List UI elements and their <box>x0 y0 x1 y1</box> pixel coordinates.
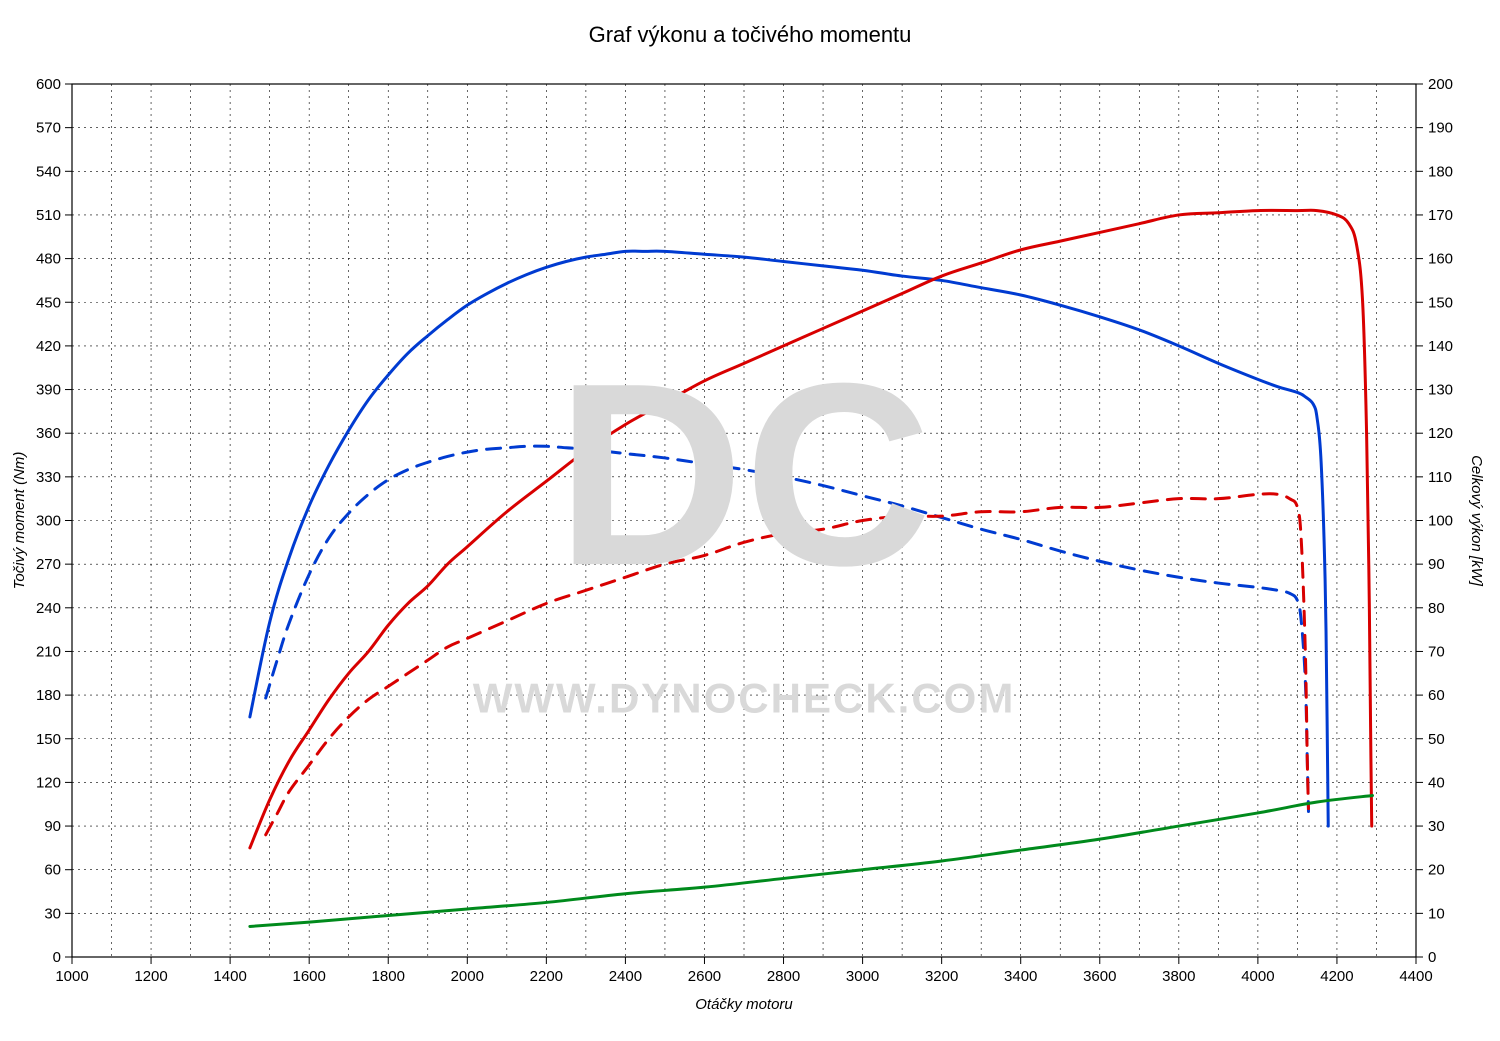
x-tick-label: 2000 <box>451 968 484 985</box>
x-tick-label: 1600 <box>292 968 325 985</box>
y-left-tick-label: 150 <box>36 731 61 748</box>
dyno-chart: 1000120014001600180020002200240026002800… <box>0 0 1500 1041</box>
y-left-tick-label: 330 <box>36 469 61 486</box>
y-left-tick-label: 300 <box>36 513 61 530</box>
y-right-tick-label: 110 <box>1428 469 1452 486</box>
x-tick-label: 1400 <box>213 968 246 985</box>
y-right-tick-label: 50 <box>1428 731 1445 748</box>
y-right-tick-label: 160 <box>1428 251 1453 268</box>
y-left-tick-label: 570 <box>36 120 61 137</box>
y-right-tick-label: 0 <box>1428 949 1436 966</box>
x-tick-label: 2600 <box>688 968 721 985</box>
series-power-loss <box>250 795 1373 926</box>
x-tick-label: 1200 <box>134 968 167 985</box>
y-left-tick-label: 540 <box>36 163 61 180</box>
watermark-url: WWW.DYNOCHECK.COM <box>473 675 1016 722</box>
y-left-tick-label: 360 <box>36 425 61 442</box>
y-left-tick-label: 240 <box>36 600 61 617</box>
y-right-tick-label: 10 <box>1428 905 1445 922</box>
x-axis-label: Otáčky motoru <box>695 996 793 1013</box>
y-right-tick-label: 120 <box>1428 425 1453 442</box>
watermark: DC WWW.DYNOCHECK.COM <box>473 330 1016 721</box>
chart-title: Graf výkonu a točivého momentu <box>0 22 1500 48</box>
y-right-tick-label: 180 <box>1428 163 1453 180</box>
y-left-tick-label: 210 <box>36 643 61 660</box>
y-left-tick-label: 420 <box>36 338 61 355</box>
x-tick-label: 3400 <box>1004 968 1037 985</box>
x-tick-label: 3200 <box>925 968 958 985</box>
x-tick-label: 2200 <box>530 968 563 985</box>
y-left-tick-label: 510 <box>36 207 61 224</box>
y-left-tick-label: 90 <box>44 818 61 835</box>
watermark-logo: DC <box>556 330 932 620</box>
y-right-tick-label: 170 <box>1428 207 1453 224</box>
y-right-tick-label: 30 <box>1428 818 1445 835</box>
x-tick-label: 3600 <box>1083 968 1116 985</box>
y-right-tick-label: 70 <box>1428 643 1445 660</box>
y-right-tick-label: 100 <box>1428 513 1453 530</box>
y-left-tick-label: 450 <box>36 294 61 311</box>
y-right-tick-label: 40 <box>1428 774 1445 791</box>
y-left-tick-label: 390 <box>36 382 61 399</box>
y-left-tick-label: 30 <box>44 905 61 922</box>
y-left-tick-label: 270 <box>36 556 61 573</box>
y-left-tick-label: 600 <box>36 76 61 93</box>
y-right-tick-label: 130 <box>1428 382 1453 399</box>
x-tick-label: 3800 <box>1162 968 1195 985</box>
y-left-tick-label: 0 <box>53 949 61 966</box>
x-tick-label: 3000 <box>846 968 879 985</box>
y-right-axis-label: Celkový výkon [kW] <box>1468 455 1485 587</box>
y-left-tick-label: 180 <box>36 687 61 704</box>
x-tick-label: 1000 <box>55 968 88 985</box>
y-right-tick-label: 20 <box>1428 862 1445 879</box>
x-tick-label: 4400 <box>1399 968 1432 985</box>
y-right-tick-label: 80 <box>1428 600 1445 617</box>
x-tick-label: 2400 <box>609 968 642 985</box>
y-right-tick-label: 190 <box>1428 120 1453 137</box>
y-right-tick-label: 90 <box>1428 556 1445 573</box>
y-left-tick-label: 120 <box>36 774 61 791</box>
y-right-tick-label: 200 <box>1428 76 1453 93</box>
y-right-tick-label: 60 <box>1428 687 1445 704</box>
x-tick-label: 2800 <box>767 968 800 985</box>
x-tick-label: 4000 <box>1241 968 1274 985</box>
y-right-tick-label: 140 <box>1428 338 1453 355</box>
y-left-tick-label: 480 <box>36 251 61 268</box>
y-left-tick-label: 60 <box>44 862 61 879</box>
x-tick-label: 4200 <box>1320 968 1353 985</box>
x-tick-label: 1800 <box>372 968 405 985</box>
y-right-tick-label: 150 <box>1428 294 1453 311</box>
y-left-axis-label: Točivý moment (Nm) <box>11 452 28 590</box>
